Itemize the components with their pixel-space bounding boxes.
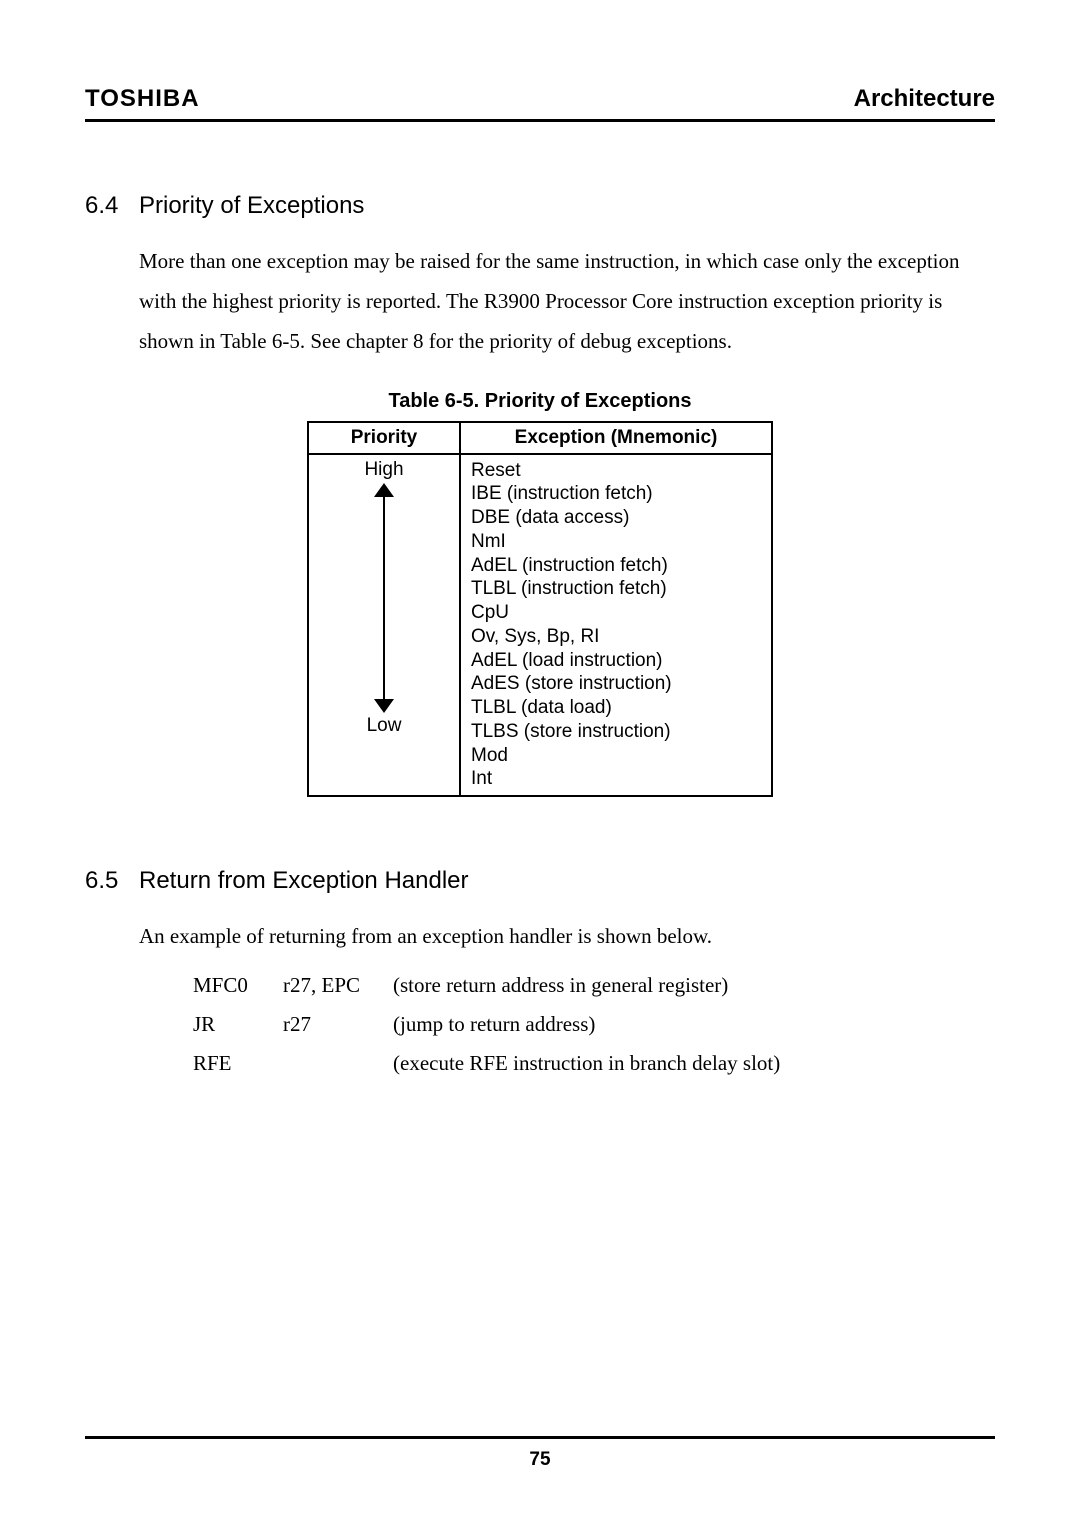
table-6-5-caption: Table 6-5. Priority of Exceptions — [85, 390, 995, 413]
list-item: TLBL (data load) — [471, 696, 761, 720]
section-6-4-title: Priority of Exceptions — [139, 192, 364, 219]
mnemonic-list: Reset IBE (instruction fetch) DBE (data … — [471, 459, 761, 792]
page: TOSHIBA Architecture 6.4Priority of Exce… — [0, 0, 1080, 1531]
asm-row: MFC0 r27, EPC (store return address in g… — [193, 973, 995, 998]
section-6-4-heading: 6.4Priority of Exceptions — [85, 192, 995, 220]
brand-logo: TOSHIBA — [85, 85, 200, 113]
asm-op: RFE — [193, 1051, 283, 1076]
list-item: Int — [471, 767, 761, 791]
list-item: TLBS (store instruction) — [471, 720, 761, 744]
table-header-priority: Priority — [308, 422, 460, 454]
list-item: DBE (data access) — [471, 506, 761, 530]
list-item: AdEL (instruction fetch) — [471, 554, 761, 578]
list-item: Reset — [471, 459, 761, 483]
section-6-5-title: Return from Exception Handler — [139, 867, 468, 894]
list-item: AdES (store instruction) — [471, 672, 761, 696]
section-6-4-number: 6.4 — [85, 192, 139, 220]
priority-high-label: High — [319, 459, 449, 481]
list-item: TLBL (instruction fetch) — [471, 577, 761, 601]
chapter-title: Architecture — [854, 85, 995, 113]
table-row: Priority Exception (Mnemonic) — [308, 422, 772, 454]
mnemonic-cell: Reset IBE (instruction fetch) DBE (data … — [460, 454, 772, 797]
table-6-5: Priority Exception (Mnemonic) High Low R… — [307, 421, 773, 798]
page-footer: 75 — [85, 1436, 995, 1471]
list-item: AdEL (load instruction) — [471, 649, 761, 673]
priority-low-label: Low — [319, 715, 449, 737]
asm-args: r27, EPC — [283, 973, 393, 998]
asm-listing: MFC0 r27, EPC (store return address in g… — [193, 973, 995, 1076]
list-item: IBE (instruction fetch) — [471, 482, 761, 506]
asm-op: JR — [193, 1012, 283, 1037]
table-header-mnemonic: Exception (Mnemonic) — [460, 422, 772, 454]
list-item: Mod — [471, 744, 761, 768]
asm-desc: (store return address in general registe… — [393, 973, 728, 998]
asm-row: JR r27 (jump to return address) — [193, 1012, 995, 1037]
priority-cell: High Low — [308, 454, 460, 797]
asm-desc: (execute RFE instruction in branch delay… — [393, 1051, 780, 1076]
section-6-5-number: 6.5 — [85, 867, 139, 895]
section-6-5-heading: 6.5Return from Exception Handler — [85, 867, 995, 895]
section-6-4-paragraph: More than one exception may be raised fo… — [139, 242, 995, 362]
table-row: High Low Reset IBE (instruction fetch) D… — [308, 454, 772, 797]
asm-args — [283, 1051, 393, 1076]
asm-op: MFC0 — [193, 973, 283, 998]
asm-desc: (jump to return address) — [393, 1012, 595, 1037]
section-6-5-paragraph: An example of returning from an exceptio… — [139, 917, 995, 957]
asm-args: r27 — [283, 1012, 393, 1037]
list-item: CpU — [471, 601, 761, 625]
list-item: Ov, Sys, Bp, RI — [471, 625, 761, 649]
page-number: 75 — [529, 1449, 550, 1470]
asm-row: RFE (execute RFE instruction in branch d… — [193, 1051, 995, 1076]
list-item: NmI — [471, 530, 761, 554]
page-header: TOSHIBA Architecture — [85, 85, 995, 122]
priority-arrow-icon — [374, 483, 394, 713]
